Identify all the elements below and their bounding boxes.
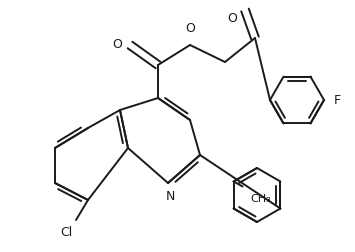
- Text: O: O: [185, 22, 195, 35]
- Text: Cl: Cl: [60, 227, 72, 239]
- Text: N: N: [165, 190, 175, 203]
- Text: O: O: [227, 12, 237, 25]
- Text: O: O: [112, 39, 122, 51]
- Text: CH₃: CH₃: [251, 195, 271, 205]
- Text: F: F: [334, 93, 341, 107]
